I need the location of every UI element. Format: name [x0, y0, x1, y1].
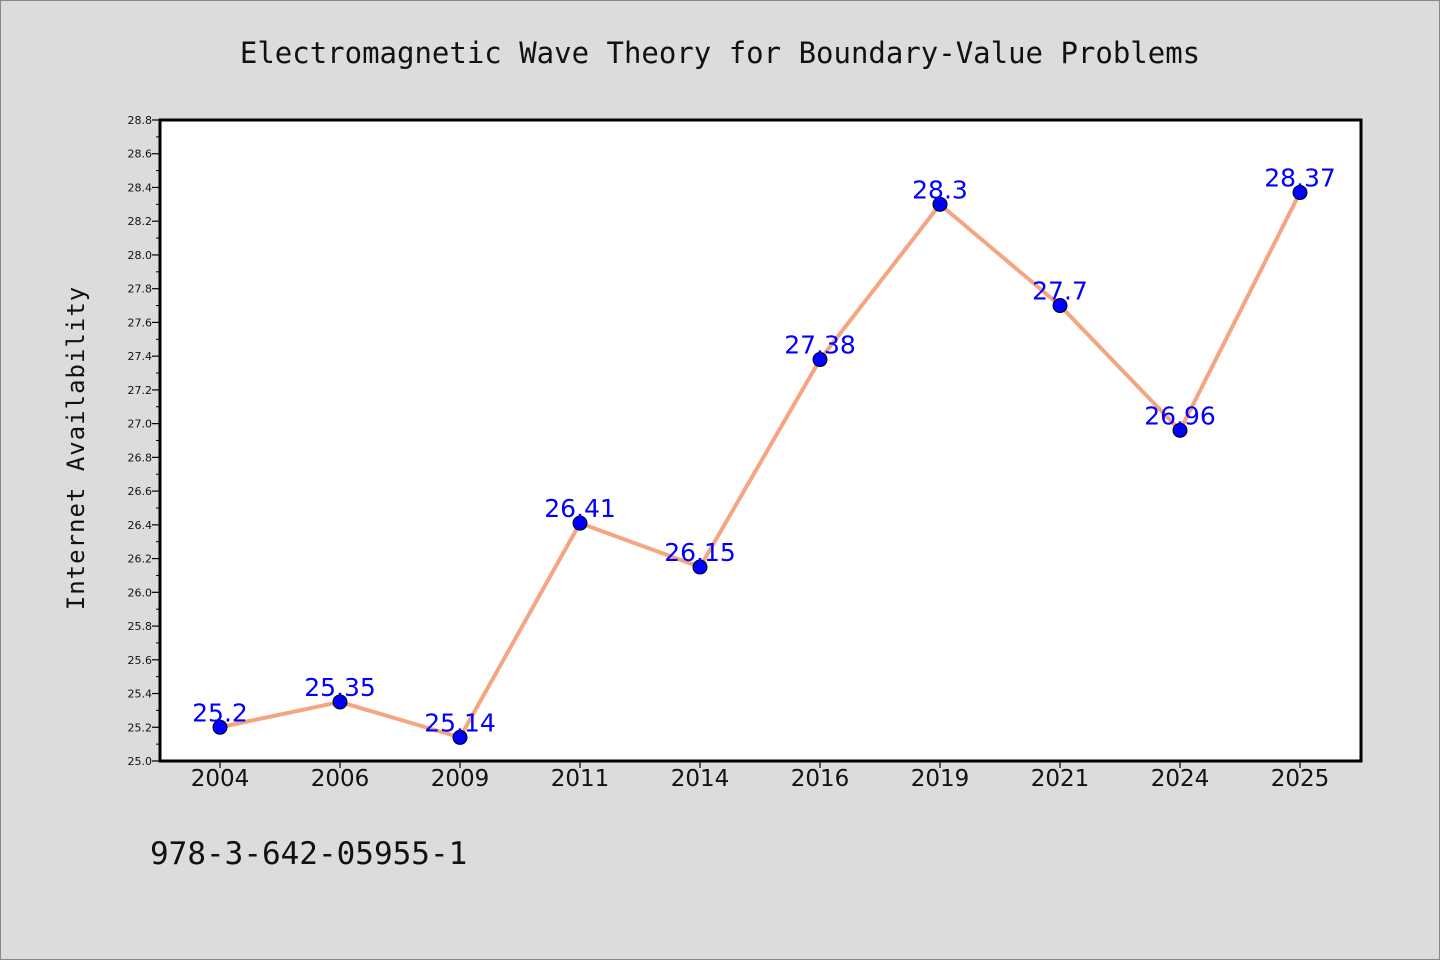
- x-axis: 2004 2006 2009 2011 2014 2016 2019 2021 2024 2025: [191, 761, 1330, 792]
- data-point: [692, 559, 708, 575]
- data-label: 25.35: [304, 673, 376, 702]
- data-point: [1172, 422, 1188, 438]
- data-point: [1052, 298, 1068, 314]
- data-label: 26.41: [544, 494, 616, 523]
- data-point: [812, 352, 828, 368]
- series-line: [218, 190, 1302, 740]
- y-tick-label: 27.8: [128, 283, 153, 296]
- y-tick-label: 25.6: [128, 654, 153, 667]
- x-tick-label: 2019: [911, 766, 970, 792]
- data-point: [332, 694, 348, 710]
- y-tick-label: 26.4: [128, 519, 153, 532]
- x-tick-label: 2024: [1151, 766, 1210, 792]
- data-point: [1292, 185, 1308, 201]
- y-tick-label: 25.0: [128, 755, 153, 768]
- y-tick-label: 25.8: [128, 620, 153, 633]
- data-points: [212, 185, 1308, 745]
- data-label: 26.15: [664, 538, 736, 567]
- y-axis-title: Internet Availability: [62, 286, 90, 610]
- x-tick-label: 2025: [1271, 766, 1330, 792]
- y-tick-label: 28.6: [128, 148, 153, 161]
- y-tick-label: 27.2: [128, 384, 153, 397]
- y-tick-label: 28.8: [128, 114, 153, 127]
- data-point: [932, 196, 948, 212]
- isbn-text: 978-3-642-05955-1: [150, 836, 467, 872]
- x-tick-label: 2021: [1031, 766, 1090, 792]
- x-tick-label: 2009: [431, 766, 490, 792]
- data-label: 27.7: [1032, 277, 1088, 306]
- series-line-group: [218, 190, 1302, 740]
- y-tick-label: 27.0: [128, 418, 153, 431]
- y-tick-label: 27.6: [128, 316, 153, 329]
- data-label: 25.14: [424, 708, 496, 737]
- y-tick-label: 28.4: [128, 181, 153, 194]
- data-label: 28.3: [912, 175, 968, 204]
- y-tick-label: 25.4: [128, 688, 153, 701]
- data-point: [212, 719, 228, 735]
- chart-title: Electromagnetic Wave Theory for Boundary…: [240, 36, 1200, 70]
- data-point: [572, 515, 588, 531]
- plot-area: [158, 118, 1363, 763]
- y-tick-label: 25.2: [128, 721, 153, 734]
- data-label: 28.37: [1264, 164, 1336, 193]
- data-point: [452, 729, 468, 745]
- x-tick-label: 2016: [791, 766, 850, 792]
- x-tick-label: 2014: [671, 766, 730, 792]
- y-tick-label: 26.8: [128, 451, 153, 464]
- data-label: 26.96: [1144, 401, 1216, 430]
- y-tick-label: 26.2: [128, 553, 153, 566]
- x-tick-label: 2011: [551, 766, 610, 792]
- y-tick-label: 26.6: [128, 485, 153, 498]
- y-tick-label: 28.2: [128, 215, 153, 228]
- data-labels: 25.2 25.35 25.14 26.41 26.15 27.38 28.3 27.7 26.…: [192, 164, 1336, 738]
- data-label: 25.2: [192, 698, 248, 727]
- y-tick-label: 27.4: [128, 350, 153, 363]
- y-tick-label: 28.0: [128, 249, 153, 262]
- y-tick-label: 26.0: [128, 586, 153, 599]
- y-axis: 25.0 25.2 25.4 25.6 25.8 26.0 26.2 26.4 26.6 26.8…: [128, 114, 160, 768]
- data-label: 27.38: [784, 331, 856, 360]
- x-tick-label: 2004: [191, 766, 250, 792]
- x-tick-label: 2006: [311, 766, 370, 792]
